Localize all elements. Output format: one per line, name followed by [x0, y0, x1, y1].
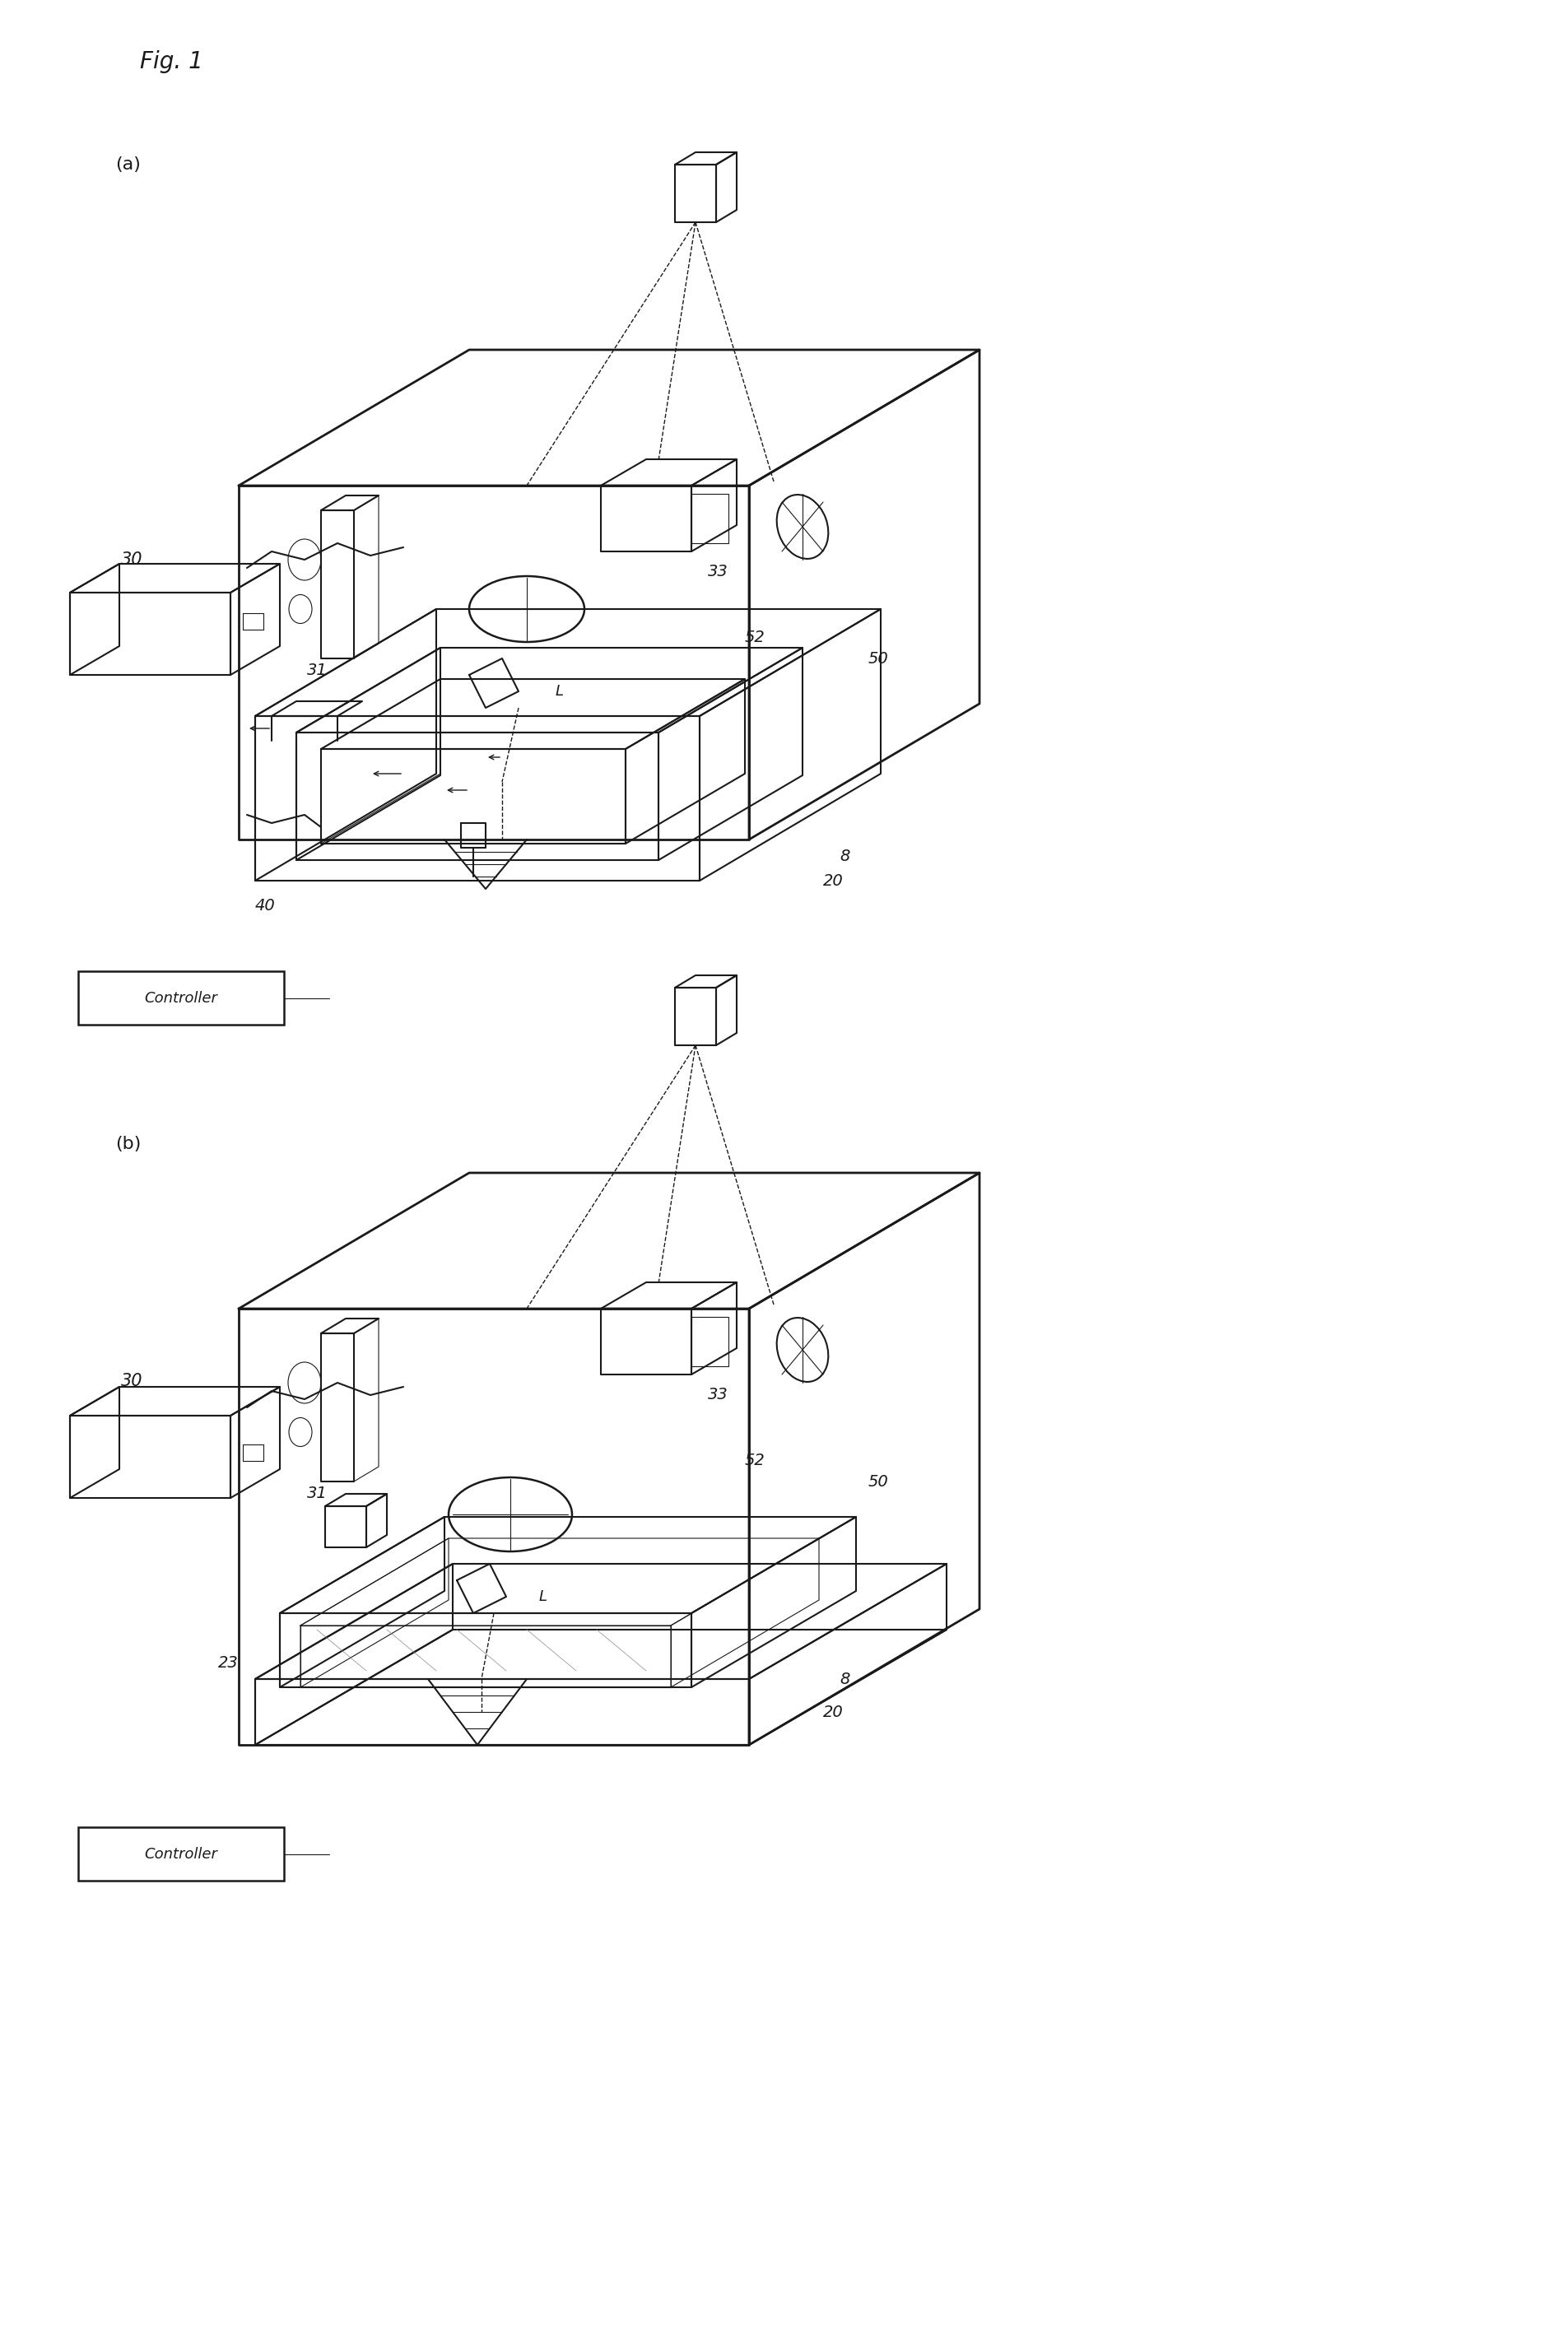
Text: 52: 52 [745, 630, 765, 647]
Text: 31: 31 [307, 663, 328, 679]
FancyBboxPatch shape [78, 1828, 284, 1880]
Text: 8: 8 [839, 1672, 850, 1686]
Text: 33: 33 [707, 565, 728, 579]
Text: 30: 30 [121, 551, 143, 567]
Text: 30: 30 [121, 1373, 143, 1389]
Text: 8: 8 [839, 848, 850, 864]
Text: 23: 23 [218, 1656, 238, 1670]
Text: Controller: Controller [144, 990, 218, 1006]
Text: 31: 31 [307, 1485, 328, 1501]
Text: 33: 33 [707, 1387, 728, 1403]
Text: Fig. 1: Fig. 1 [140, 51, 204, 72]
Text: 50: 50 [869, 1473, 889, 1490]
Text: 52: 52 [745, 1452, 765, 1469]
Text: Controller: Controller [144, 1847, 218, 1861]
Text: L: L [555, 684, 564, 698]
Text: 20: 20 [823, 1705, 844, 1721]
FancyBboxPatch shape [78, 971, 284, 1025]
Text: 50: 50 [869, 651, 889, 665]
Text: (b): (b) [114, 1135, 141, 1151]
Text: 40: 40 [256, 897, 276, 913]
Text: 20: 20 [823, 873, 844, 890]
Text: L: L [539, 1590, 547, 1604]
Text: (a): (a) [114, 156, 141, 173]
